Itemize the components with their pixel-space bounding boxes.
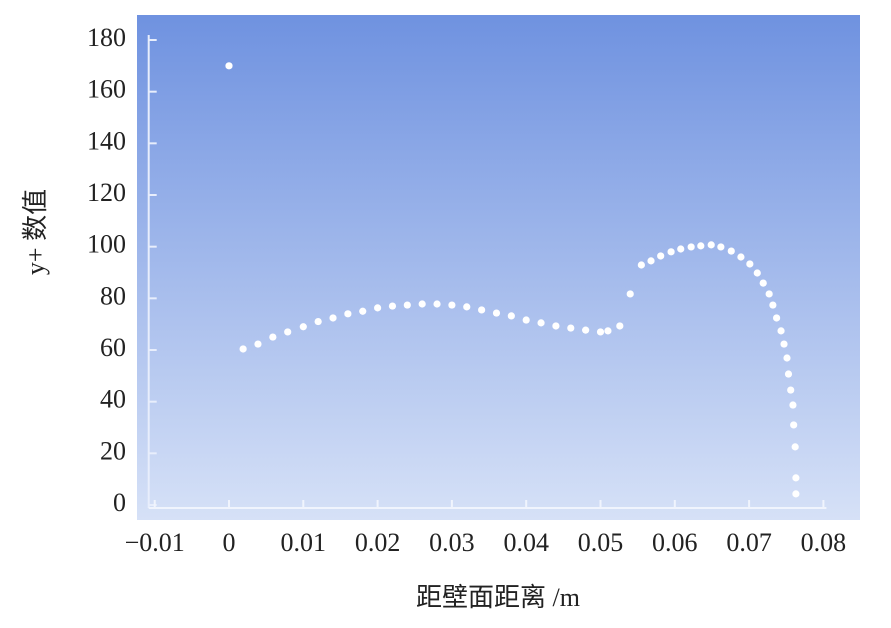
y-tick-label: 80 — [100, 281, 126, 310]
point — [759, 279, 767, 287]
point — [478, 306, 486, 314]
point — [647, 257, 655, 265]
point — [697, 242, 705, 250]
point — [284, 328, 292, 336]
x-tick-label: 0.08 — [801, 528, 847, 557]
point — [777, 327, 785, 335]
point — [769, 301, 777, 309]
point — [507, 312, 515, 320]
point — [596, 328, 605, 336]
point — [784, 370, 793, 378]
y-tick-label: 120 — [87, 178, 126, 207]
x-tick-label: 0.02 — [355, 528, 401, 557]
point — [537, 319, 545, 327]
y-tick-label: 20 — [100, 436, 126, 465]
y-axis-label: y+ 数值 — [21, 189, 50, 275]
y-tick-label: 180 — [87, 23, 126, 52]
point — [765, 290, 773, 298]
point — [492, 309, 501, 317]
point — [737, 253, 745, 261]
point — [707, 241, 715, 249]
point — [727, 247, 735, 255]
x-tick-label: 0.03 — [429, 528, 475, 557]
point — [604, 327, 612, 335]
point — [359, 307, 367, 315]
plot-background — [137, 15, 860, 520]
x-tick-label: 0.06 — [652, 528, 698, 557]
x-tick-label: −0.01 — [125, 528, 185, 557]
x-tick-label: 0.01 — [281, 528, 327, 557]
point — [448, 301, 456, 309]
point — [790, 421, 798, 429]
point — [344, 310, 352, 318]
point — [787, 386, 795, 394]
y-tick-label: 60 — [100, 333, 126, 362]
point — [403, 301, 411, 309]
x-tick-label: 0.05 — [578, 528, 624, 557]
point — [299, 323, 307, 331]
y-tick-label: 0 — [113, 488, 126, 517]
x-tick-label: 0.04 — [503, 528, 549, 557]
point — [567, 324, 575, 332]
point — [225, 62, 233, 70]
point — [789, 401, 797, 409]
x-tick-label: 0.07 — [726, 528, 772, 557]
point — [626, 290, 634, 298]
point — [746, 260, 754, 268]
point — [616, 322, 624, 330]
x-axis-label: 距壁面距离 /m — [416, 583, 580, 612]
point — [657, 252, 665, 260]
y-tick-label: 140 — [87, 126, 126, 155]
point — [792, 474, 800, 482]
point — [772, 314, 781, 322]
point — [269, 333, 277, 341]
point — [637, 261, 645, 269]
point — [780, 340, 788, 348]
point — [463, 303, 471, 311]
point — [667, 248, 675, 256]
y-tick-label: 40 — [100, 385, 126, 414]
point — [254, 340, 262, 348]
point — [783, 354, 791, 362]
point — [582, 326, 590, 334]
point — [522, 316, 530, 324]
point — [329, 314, 337, 322]
point — [753, 269, 761, 277]
point — [687, 243, 695, 251]
point — [792, 490, 800, 498]
point — [552, 322, 560, 330]
point — [418, 300, 426, 308]
point — [433, 300, 441, 308]
point — [239, 345, 247, 353]
point — [314, 317, 322, 326]
point — [791, 443, 799, 451]
point — [677, 245, 685, 253]
y-tick-label: 100 — [87, 230, 126, 259]
point — [374, 304, 382, 312]
point — [717, 243, 725, 251]
y-tick-label: 160 — [87, 75, 126, 104]
point — [388, 302, 397, 310]
x-tick-label: 0 — [223, 528, 236, 557]
